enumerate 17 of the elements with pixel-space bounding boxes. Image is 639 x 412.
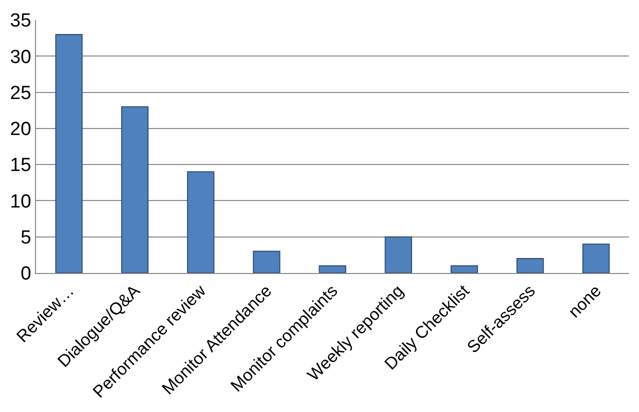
bar [318, 265, 346, 273]
bar [582, 244, 610, 273]
y-tick-label: 15 [10, 155, 32, 176]
y-tick-label: 20 [10, 119, 32, 140]
bar [187, 171, 214, 273]
bar [384, 236, 412, 273]
y-tick-label: 30 [10, 46, 32, 68]
bar [121, 106, 149, 273]
bar [450, 265, 478, 273]
y-tick-label: 35 [10, 10, 32, 32]
y-tick-label: 5 [20, 228, 32, 249]
y-tick-label: 0 [20, 264, 32, 285]
y-tick-label: 25 [10, 82, 32, 104]
bar [55, 34, 83, 273]
y-tick-label: 10 [10, 191, 32, 212]
bar [252, 250, 280, 273]
bar [516, 258, 544, 273]
